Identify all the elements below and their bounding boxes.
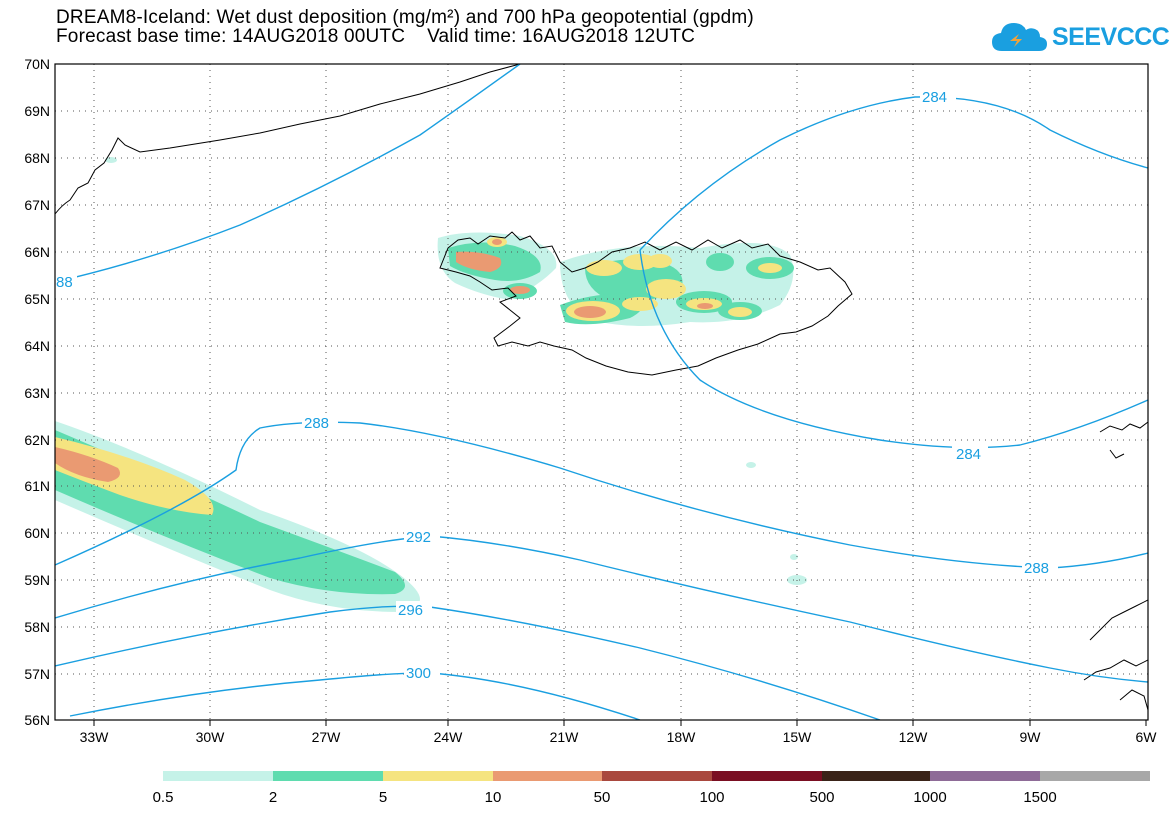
lat-label: 69N [24, 103, 50, 119]
contour-284-south [639, 249, 1148, 449]
color-legend: 0.5 2 5 10 50 100 500 1000 1500 [153, 771, 1150, 806]
map-title: DREAM8-Iceland: Wet dust deposition (mg/… [56, 7, 754, 28]
legend-label: 2 [269, 789, 277, 806]
legend-swatch [602, 771, 712, 781]
lon-label: 27W [312, 729, 342, 745]
axis-ticks [93, 720, 1147, 726]
graticule [55, 64, 1148, 720]
legend-swatch [712, 771, 822, 781]
lat-label: 56N [24, 712, 50, 728]
legend-label: 1500 [1023, 789, 1056, 806]
lat-label: 68N [24, 150, 50, 166]
longitude-labels: 33W 30W 27W 24W 21W 18W 15W 12W 9W 6W [80, 729, 1158, 745]
legend-label: 100 [699, 789, 724, 806]
legend-label: 50 [594, 789, 611, 806]
plot-frame [54, 63, 1149, 721]
lat-label: 61N [24, 478, 50, 494]
lon-label: 21W [550, 729, 580, 745]
contour-label-284-east: 284 [956, 446, 981, 463]
coastlines [55, 64, 1148, 711]
map-subtitle: Forecast base time: 14AUG2018 00UTC Vali… [56, 26, 696, 47]
lat-label: 57N [24, 666, 50, 682]
lon-label: 24W [434, 729, 464, 745]
lon-label: 18W [667, 729, 697, 745]
lat-label: 65N [24, 291, 50, 307]
lon-label: 15W [783, 729, 813, 745]
lat-label: 58N [24, 619, 50, 635]
contour-label-296: 296 [398, 602, 423, 619]
contour-288-west [55, 64, 521, 283]
lat-label: 62N [24, 432, 50, 448]
lat-label: 64N [24, 338, 50, 354]
lat-label: 59N [24, 572, 50, 588]
contour-label-300: 300 [406, 665, 431, 682]
greenland-coast [55, 64, 521, 215]
contour-300 [69, 672, 641, 720]
legend-swatch [493, 771, 602, 781]
lon-label: 12W [899, 729, 929, 745]
contour-label-292: 292 [406, 529, 431, 546]
cloud-icon [992, 23, 1047, 51]
contour-284-north [639, 96, 1148, 251]
legend-swatch [273, 771, 383, 781]
contour-label-288-center: 288 [304, 415, 329, 432]
legend-swatch [163, 771, 273, 781]
lon-label: 33W [80, 729, 110, 745]
lat-label: 66N [24, 244, 50, 260]
legend-label: 500 [809, 789, 834, 806]
lon-label: 9W [1020, 729, 1042, 745]
lat-label: 70N [24, 56, 50, 72]
logo-text: SEEVCCC [1052, 22, 1170, 51]
contour-labels: 284 284 88 288 288 292 296 300 [55, 88, 1058, 682]
dust-deposition-field [55, 157, 807, 612]
lat-label: 67N [24, 197, 50, 213]
legend-swatch [1040, 771, 1150, 781]
legend-swatch [822, 771, 930, 781]
contour-296 [55, 605, 881, 720]
contour-label-88-edge: 88 [56, 274, 73, 291]
contour-288 [55, 421, 1148, 569]
faroes-coast [1099, 421, 1148, 433]
lat-label: 60N [24, 525, 50, 541]
lon-label: 30W [196, 729, 226, 745]
legend-label: 1000 [913, 789, 946, 806]
contour-292 [55, 535, 1148, 683]
legend-swatch [930, 771, 1040, 781]
geopotential-contours [55, 64, 1148, 720]
contour-label-284-north: 284 [922, 89, 947, 106]
lat-label: 63N [24, 385, 50, 401]
legend-label: 10 [485, 789, 502, 806]
legend-swatch [383, 771, 493, 781]
latitude-labels: 56N 57N 58N 59N 60N 61N 62N 63N 64N 65N … [24, 56, 50, 728]
lon-label: 6W [1136, 729, 1158, 745]
seevccc-logo: SEEVCCC [990, 18, 1170, 56]
iceland-coast [439, 231, 853, 376]
legend-label: 5 [379, 789, 387, 806]
contour-label-288-east: 288 [1024, 560, 1049, 577]
scotland-coast [1089, 599, 1148, 641]
legend-label: 0.5 [153, 789, 174, 806]
